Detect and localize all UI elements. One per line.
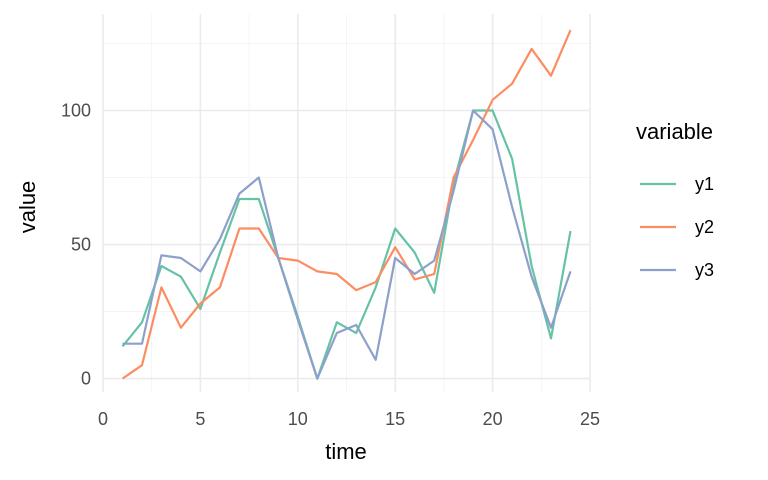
x-tick-label: 15	[385, 409, 405, 429]
y-axis-ticks: 0 50 100	[61, 101, 91, 389]
legend-label: y1	[695, 174, 714, 194]
legend-label: y2	[695, 217, 714, 237]
legend-title: variable	[636, 119, 713, 144]
x-tick-label: 10	[288, 409, 308, 429]
x-tick-label: 20	[483, 409, 503, 429]
legend-item-y1: y1	[640, 174, 714, 194]
legend: variable y1 y2 y3	[636, 119, 714, 280]
legend-label: y3	[695, 260, 714, 280]
grid	[103, 14, 590, 392]
x-tick-label: 5	[195, 409, 205, 429]
legend-item-y3: y3	[640, 260, 714, 280]
y-tick-label: 0	[81, 369, 91, 389]
y-axis-title: value	[15, 181, 40, 234]
legend-item-y2: y2	[640, 217, 714, 237]
x-tick-label: 0	[98, 409, 108, 429]
x-axis-ticks: 0 5 10 15 20 25	[98, 409, 600, 429]
x-axis-title: time	[325, 439, 367, 464]
y-tick-label: 50	[71, 235, 91, 255]
y-tick-label: 100	[61, 101, 91, 121]
x-tick-label: 25	[580, 409, 600, 429]
